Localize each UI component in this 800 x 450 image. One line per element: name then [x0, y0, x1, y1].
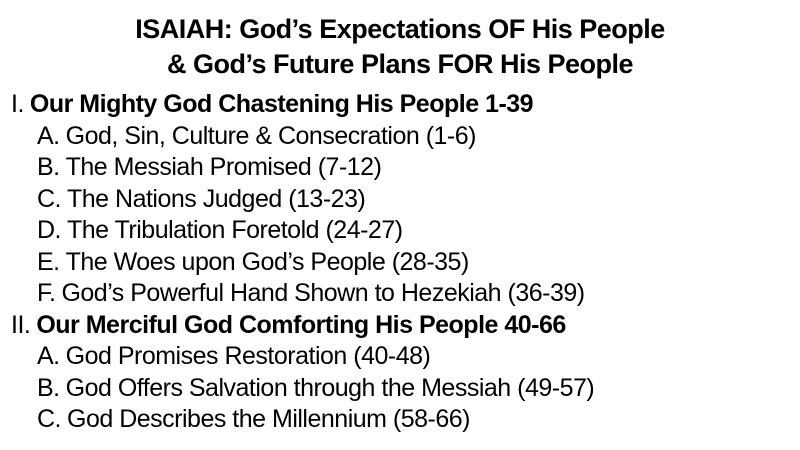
outline-sub-point: C. The Nations Judged (13-23) — [0, 184, 800, 216]
outline-prefix: A. — [37, 342, 60, 370]
outline-text: God Offers Salvation through the Messiah… — [65, 373, 595, 402]
outline-text: Our Mighty God Chastening His People 1-3… — [29, 90, 534, 118]
outline-main-point: II. Our Merciful God Comforting His Peopl… — [0, 310, 800, 342]
outline-sub-point: B. The Messiah Promised (7-12) — [0, 152, 800, 184]
outline-prefix: I. — [11, 90, 24, 118]
outline-sub-point: A. God, Sin, Culture & Consecration (1-6) — [0, 121, 800, 153]
outline-sub-point: B. God Offers Salvation through the Messi… — [0, 373, 800, 405]
outline-main-point: I. Our Mighty God Chastening His People 1… — [0, 89, 800, 121]
outline-prefix: D. — [37, 216, 62, 244]
outline-text: God Describes the Millennium (58-66) — [67, 405, 471, 433]
outline-sub-point: D. The Tribulation Foretold (24-27) — [0, 215, 800, 247]
outline-sub-point: C. God Describes the Millennium (58-66) — [0, 404, 800, 436]
outline-prefix: C. — [37, 184, 62, 213]
outline-sub-point: E. The Woes upon God’s People (28-35) — [0, 247, 800, 279]
outline-text: The Woes upon God’s People (28-35) — [65, 247, 470, 276]
slide-title-line-2: & God’s Future Plans FOR His People — [166, 49, 634, 79]
outline-text: The Nations Judged (13-23) — [67, 184, 366, 213]
slide-title-line-1: ISAIAH: God’s Expectations OF His People — [135, 14, 665, 44]
outline-text: The Messiah Promised (7-12) — [65, 153, 382, 181]
outline-prefix: B. — [37, 373, 60, 402]
outline-text: God Promises Restoration (40-48) — [65, 342, 431, 370]
outline-text: God’s Powerful Hand Shown to Hezekiah (3… — [61, 279, 585, 307]
outline-prefix: B. — [37, 153, 60, 181]
outline-prefix: II. — [11, 310, 31, 339]
outline-text: Our Merciful God Comforting His People 4… — [36, 310, 566, 339]
outline-text: The Tribulation Foretold (24-27) — [67, 216, 403, 244]
outline-prefix: C. — [37, 405, 62, 433]
outline-prefix: F. — [37, 279, 56, 307]
outline-list: I. Our Mighty God Chastening His People 1… — [0, 89, 800, 436]
outline-sub-point: A. God Promises Restoration (40-48) — [0, 341, 800, 373]
slide-title: ISAIAH: God’s Expectations OF His People… — [0, 0, 800, 82]
outline-sub-point: F. God’s Powerful Hand Shown to Hezekiah … — [0, 278, 800, 310]
outline-prefix: A. — [37, 121, 60, 150]
outline-prefix: E. — [37, 247, 60, 276]
outline-text: God, Sin, Culture & Consecration (1-6) — [65, 121, 477, 150]
